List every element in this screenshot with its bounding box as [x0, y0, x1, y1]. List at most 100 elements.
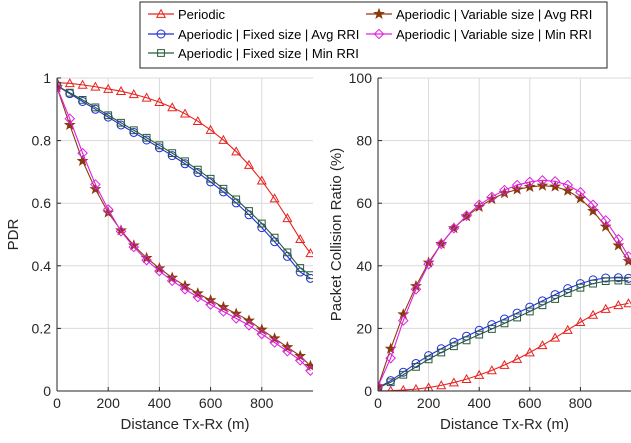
data-point [103, 83, 114, 93]
series-line-3 [378, 279, 629, 389]
data-point [181, 157, 189, 166]
data-point [231, 146, 242, 156]
data-point [537, 175, 548, 186]
data-point [614, 276, 623, 285]
data-point [64, 113, 76, 124]
data-point [117, 118, 125, 127]
y-tick-label: 80 [356, 133, 372, 149]
legend-entry: Aperiodic | Fixed size | Avg RRI [148, 27, 359, 42]
data-point [511, 179, 523, 191]
data-point [525, 307, 534, 316]
data-point [623, 251, 631, 262]
series-line-1 [57, 82, 311, 254]
series-line-2 [57, 85, 311, 279]
data-point [563, 289, 572, 297]
data-point [168, 149, 177, 158]
data-point [141, 254, 152, 266]
x-tick-label: 0 [53, 395, 61, 411]
data-point [562, 324, 573, 334]
data-point [128, 89, 139, 99]
x-tick-label: 0 [374, 395, 382, 411]
data-point [269, 337, 280, 348]
data-point [193, 165, 202, 174]
data-point [230, 313, 242, 324]
data-point [448, 222, 460, 234]
data-point [141, 92, 152, 102]
data-point [423, 258, 434, 270]
data-point [179, 108, 191, 118]
data-point [155, 141, 164, 150]
data-point [613, 233, 624, 245]
data-point [78, 96, 87, 104]
data-point [378, 380, 384, 391]
data-point [410, 283, 422, 295]
data-point [386, 378, 395, 387]
data-point [64, 78, 75, 88]
data-point [296, 264, 305, 272]
x-tick-label: 800 [569, 395, 593, 411]
data-point [306, 271, 313, 280]
data-point [397, 315, 409, 326]
data-point [613, 300, 624, 310]
data-point [104, 111, 113, 120]
data-point [550, 332, 561, 342]
data-point [179, 283, 191, 295]
y-tick-label: 100 [349, 70, 373, 86]
legend-marker [373, 28, 385, 40]
legend: Periodic Aperiodic | Fixed size | Avg RRI… [139, 1, 608, 69]
data-point [499, 184, 510, 196]
data-point [256, 175, 267, 185]
data-point [487, 325, 496, 333]
data-point [115, 226, 127, 237]
data-point [295, 233, 306, 244]
data-point [424, 355, 433, 364]
data-point [412, 383, 420, 391]
data-point [63, 118, 76, 130]
data-point [538, 301, 547, 310]
data-point [589, 279, 597, 288]
data-point [205, 124, 216, 134]
data-point [256, 328, 268, 340]
data-point [270, 233, 279, 242]
data-point [282, 345, 293, 357]
data-point [142, 133, 151, 142]
data-point [305, 273, 313, 283]
data-point [206, 174, 215, 183]
x-axis-label: Distance Tx-Rx (m) [440, 416, 569, 433]
data-point [154, 96, 165, 106]
data-point [294, 355, 306, 366]
data-point [576, 283, 585, 292]
data-point [385, 352, 396, 364]
legend-marker [157, 49, 165, 57]
legend-marker [155, 8, 167, 18]
x-tick-label: 400 [148, 395, 172, 411]
data-point [600, 303, 611, 313]
data-point [218, 306, 229, 317]
data-point [600, 215, 612, 226]
data-point [378, 383, 383, 391]
data-point [154, 265, 165, 277]
legend-label: Periodic [178, 7, 225, 22]
data-point [153, 262, 166, 274]
data-point [524, 347, 535, 357]
data-point [78, 96, 88, 106]
data-point [386, 376, 396, 386]
data-point [601, 277, 610, 286]
data-point [399, 384, 407, 391]
plot-area [57, 78, 313, 391]
data-point [243, 319, 255, 331]
data-point [513, 313, 522, 322]
data-point [435, 238, 447, 250]
legend-label: Aperiodic | Variable size | Min RRI [396, 27, 592, 42]
data-point [450, 342, 458, 351]
data-point [537, 340, 548, 350]
y-tick-label: 0.8 [32, 133, 52, 149]
y-tick-label: 20 [356, 320, 372, 336]
data-point [588, 309, 599, 319]
data-point [57, 82, 63, 93]
data-point [245, 207, 253, 215]
data-point [232, 195, 241, 204]
data-point [192, 291, 204, 303]
y-axis-label: Packet Collision Ratio (%) [328, 148, 345, 321]
data-point [448, 377, 459, 387]
